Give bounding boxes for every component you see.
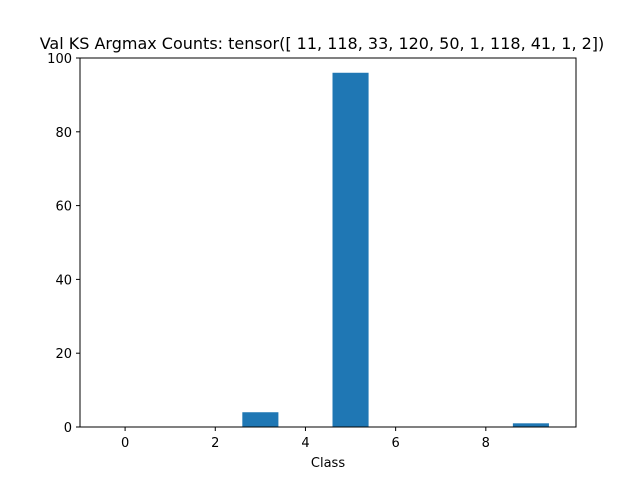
y-tick-label: 100 (47, 52, 72, 67)
x-tick-label: 2 (211, 436, 219, 451)
y-tick-label: 60 (55, 200, 72, 215)
x-axis-label: Class (311, 456, 345, 471)
x-axis-ticks: 0 2 4 6 8 (121, 427, 490, 451)
y-tick-label: 40 (55, 273, 72, 288)
plot-frame (79, 57, 577, 428)
chart-title: Val KS Argmax Counts: tensor([ 11, 118, … (40, 34, 605, 53)
x-tick-label: 6 (391, 436, 399, 451)
x-tick-label: 8 (482, 436, 490, 451)
y-tick-label: 0 (64, 421, 72, 436)
y-axis-ticks: 0 20 40 60 80 100 (47, 52, 80, 436)
bar-class-9 (512, 423, 549, 427)
y-tick-label: 80 (55, 126, 72, 141)
bar-class-3 (242, 412, 279, 427)
y-tick-label: 20 (55, 347, 72, 362)
bar-class-5 (332, 72, 369, 427)
x-tick-label: 0 (121, 436, 129, 451)
bars-layer (242, 72, 549, 427)
x-tick-label: 4 (301, 436, 309, 451)
